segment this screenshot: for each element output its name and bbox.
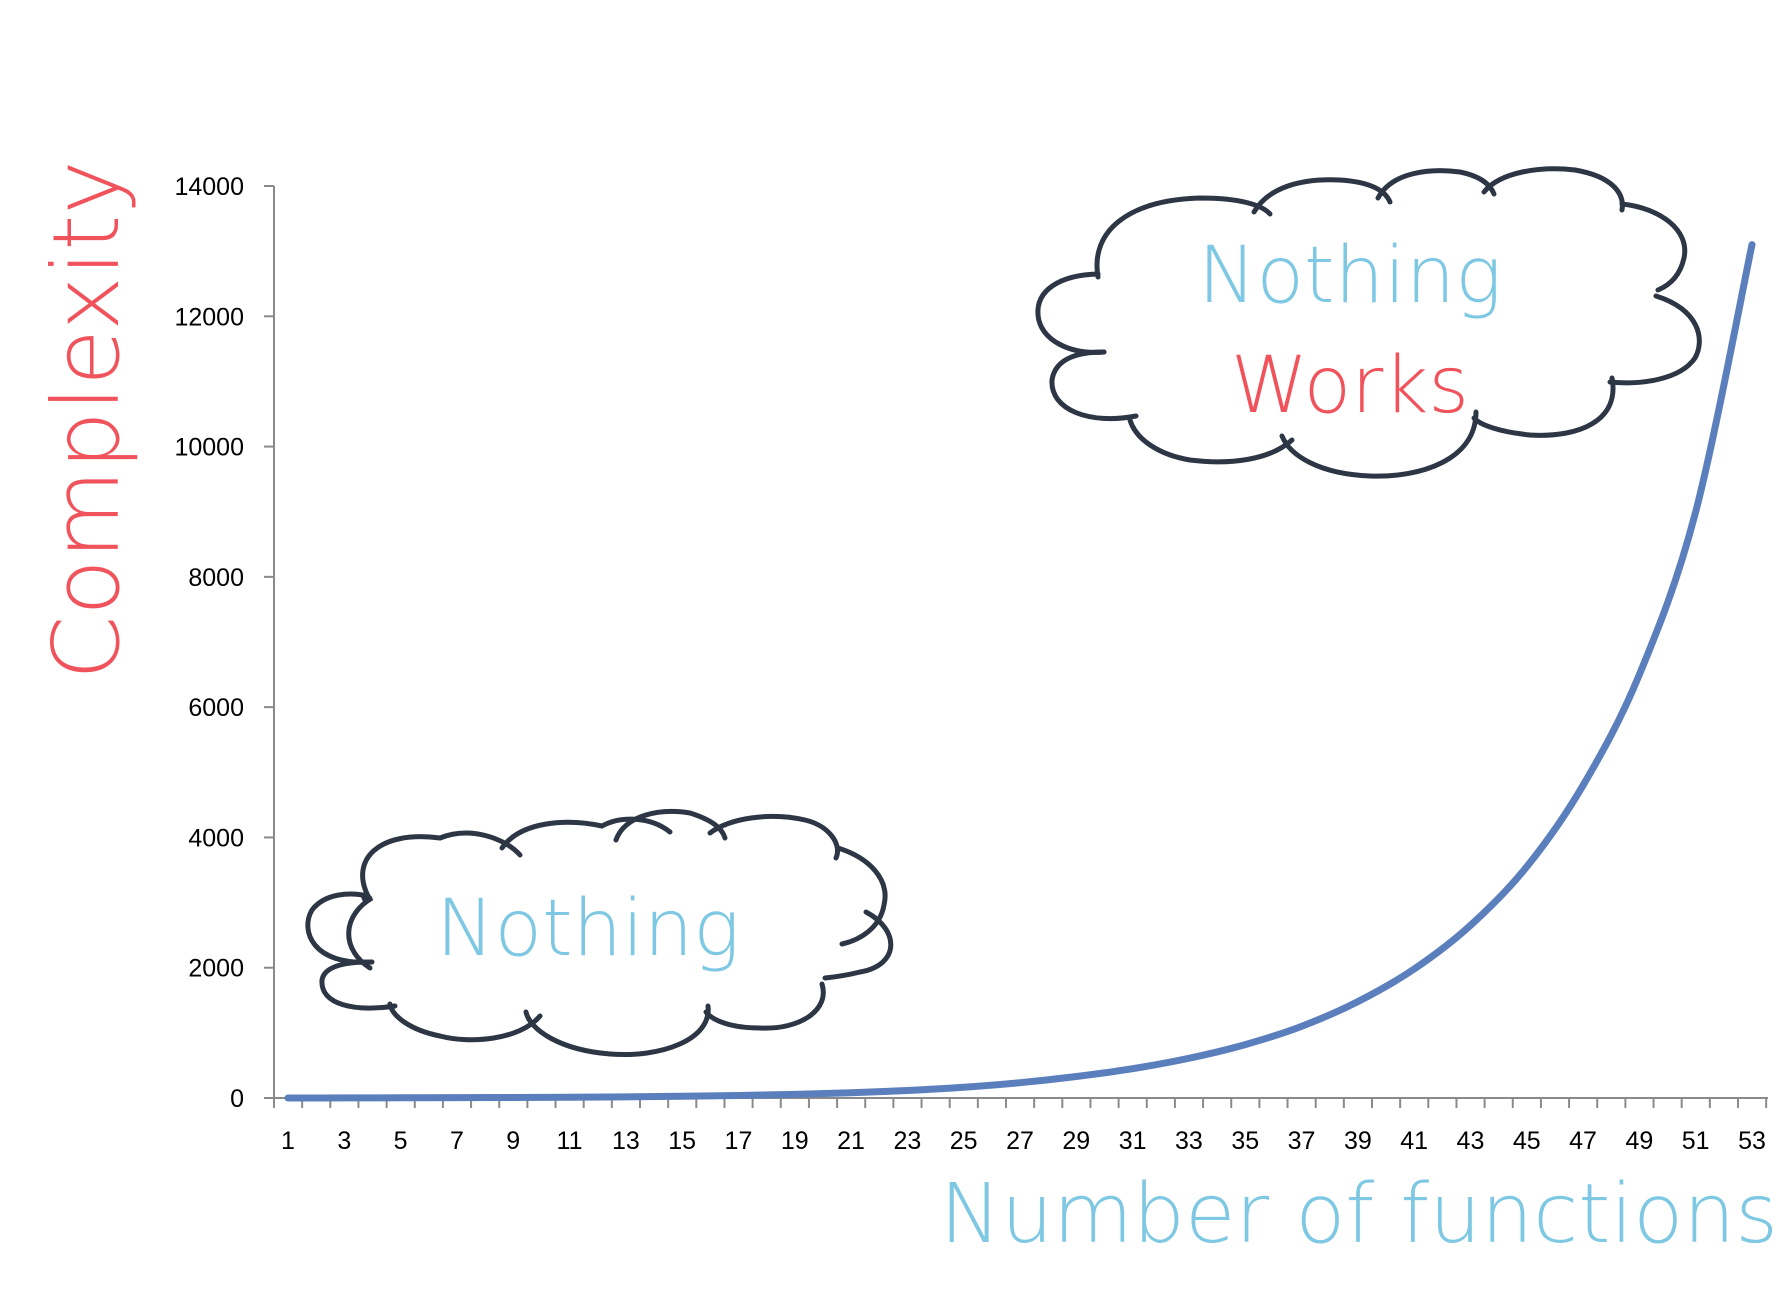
- y-tick-label: 6000: [188, 694, 244, 722]
- x-tick-label: 3: [337, 1127, 351, 1155]
- cloud-high-icon: [1035, 166, 1702, 479]
- y-tick-label: 14000: [174, 173, 244, 201]
- y-tick-label: 4000: [188, 824, 244, 852]
- x-tick-label: 7: [450, 1127, 464, 1155]
- x-axis: 1 3 5 7 9 11 13 15 17 19 21 23 25 27 29 31 33 35 37 39 41 43 4…: [273, 1097, 1768, 1155]
- x-tick-label: 51: [1682, 1127, 1710, 1155]
- cloud-low-text: Nothing: [436, 884, 740, 974]
- x-tick-label: 19: [781, 1127, 809, 1155]
- series-line: [284, 241, 1756, 1102]
- x-tick-label: 23: [893, 1127, 921, 1155]
- x-tick-label: 1: [281, 1127, 295, 1155]
- x-tick-label: 45: [1513, 1127, 1541, 1155]
- cloud-high-text-1: Nothing: [1198, 231, 1502, 321]
- x-tick-label: 11: [557, 1127, 583, 1155]
- cloud-high-text-2: Works: [1231, 341, 1469, 431]
- y-axis-title: Complexity: [33, 160, 140, 680]
- x-tick-label: 13: [612, 1127, 640, 1155]
- x-tick-label: 39: [1344, 1127, 1372, 1155]
- y-tick-label: 10000: [174, 434, 244, 462]
- y-tick-label: 0: [230, 1085, 244, 1113]
- x-tick-label: 5: [394, 1127, 408, 1155]
- y-ticks: 0 2000 4000 6000 8000 10000 12000 14000: [174, 173, 274, 1113]
- x-tick-label: 33: [1175, 1127, 1203, 1155]
- x-tick-label: 37: [1288, 1127, 1316, 1155]
- x-tick-label: 21: [837, 1127, 865, 1155]
- x-tick-label: 27: [1006, 1127, 1034, 1155]
- x-tick-label: 31: [1119, 1127, 1147, 1155]
- x-tick-label: 41: [1400, 1127, 1428, 1155]
- x-tick-label: 15: [668, 1127, 696, 1155]
- x-ticks: 1 3 5 7 9 11 13 15 17 19 21 23 25 27 29 31 33 35 37 39 41 43 4…: [273, 1098, 1768, 1155]
- y-tick-label: 8000: [188, 564, 244, 592]
- cloud-low-icon: [305, 808, 894, 1058]
- x-tick-label: 9: [506, 1127, 520, 1155]
- x-tick-label: 25: [950, 1127, 978, 1155]
- x-tick-label: 49: [1625, 1127, 1653, 1155]
- y-axis: 0 2000 4000 6000 8000 10000 12000 14000: [174, 173, 275, 1113]
- x-tick-label: 35: [1231, 1127, 1259, 1155]
- x-tick-label: 29: [1062, 1127, 1090, 1155]
- x-tick-label: 43: [1457, 1127, 1485, 1155]
- x-axis-title: Number of functions: [940, 1167, 1778, 1262]
- x-tick-label: 17: [725, 1127, 753, 1155]
- y-tick-label: 2000: [188, 955, 244, 983]
- x-tick-label: 53: [1738, 1127, 1766, 1155]
- y-tick-label: 12000: [174, 303, 244, 331]
- x-tick-label: 47: [1569, 1127, 1597, 1155]
